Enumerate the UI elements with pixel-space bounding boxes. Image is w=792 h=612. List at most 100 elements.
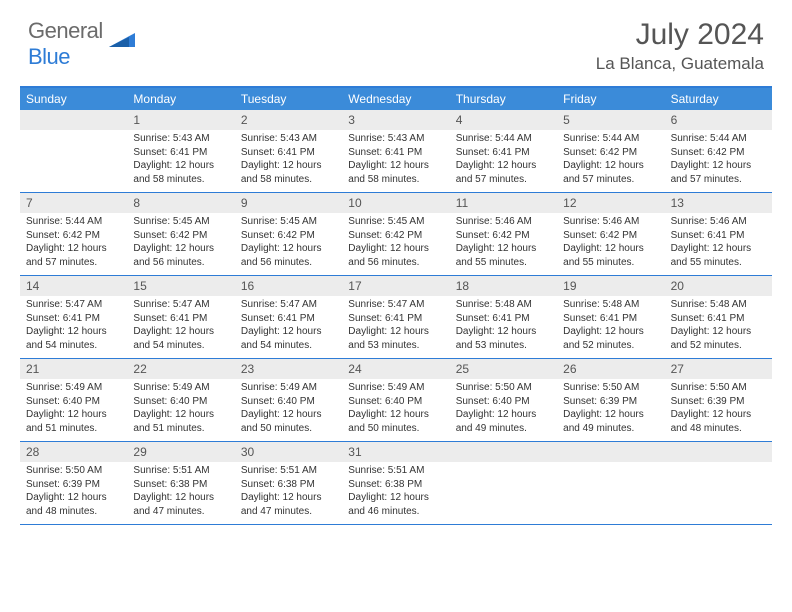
day-cell: 2Sunrise: 5:43 AMSunset: 6:41 PMDaylight… [235, 110, 342, 192]
day-line: Daylight: 12 hours [133, 408, 230, 422]
day-line: Sunrise: 5:47 AM [241, 298, 338, 312]
day-line: Sunrise: 5:48 AM [671, 298, 768, 312]
day-line: Daylight: 12 hours [133, 159, 230, 173]
day-line: and 49 minutes. [563, 422, 660, 436]
day-number: 14 [20, 276, 127, 296]
day-number: . [665, 442, 772, 462]
day-body: Sunrise: 5:51 AMSunset: 6:38 PMDaylight:… [235, 462, 342, 522]
day-line: Sunrise: 5:51 AM [133, 464, 230, 478]
day-line: Daylight: 12 hours [26, 242, 123, 256]
day-number: 24 [342, 359, 449, 379]
day-body: Sunrise: 5:44 AMSunset: 6:42 PMDaylight:… [20, 213, 127, 273]
day-line: Daylight: 12 hours [671, 159, 768, 173]
day-line: and 52 minutes. [563, 339, 660, 353]
day-line: Daylight: 12 hours [456, 408, 553, 422]
day-line: Daylight: 12 hours [133, 325, 230, 339]
day-line: Sunset: 6:40 PM [26, 395, 123, 409]
day-line: Daylight: 12 hours [348, 408, 445, 422]
day-line: Sunrise: 5:49 AM [241, 381, 338, 395]
day-number: 23 [235, 359, 342, 379]
day-body: Sunrise: 5:45 AMSunset: 6:42 PMDaylight:… [235, 213, 342, 273]
day-body: Sunrise: 5:50 AMSunset: 6:40 PMDaylight:… [450, 379, 557, 439]
day-line: and 56 minutes. [241, 256, 338, 270]
day-line: and 54 minutes. [26, 339, 123, 353]
weeks-container: . 1Sunrise: 5:43 AMSunset: 6:41 PMDayligh… [20, 110, 772, 525]
day-body: Sunrise: 5:51 AMSunset: 6:38 PMDaylight:… [342, 462, 449, 522]
day-line: Sunrise: 5:44 AM [671, 132, 768, 146]
day-cell: 21Sunrise: 5:49 AMSunset: 6:40 PMDayligh… [20, 359, 127, 441]
day-line: Sunset: 6:42 PM [563, 229, 660, 243]
day-line: Sunrise: 5:47 AM [133, 298, 230, 312]
day-line: Daylight: 12 hours [133, 491, 230, 505]
day-line: and 53 minutes. [456, 339, 553, 353]
logo: General Blue [28, 18, 135, 70]
day-line: Sunrise: 5:50 AM [456, 381, 553, 395]
day-cell: 3Sunrise: 5:43 AMSunset: 6:41 PMDaylight… [342, 110, 449, 192]
day-line: and 48 minutes. [671, 422, 768, 436]
day-number: 17 [342, 276, 449, 296]
day-body: Sunrise: 5:44 AMSunset: 6:41 PMDaylight:… [450, 130, 557, 190]
day-line: and 57 minutes. [671, 173, 768, 187]
day-line: Sunrise: 5:47 AM [348, 298, 445, 312]
day-body: Sunrise: 5:49 AMSunset: 6:40 PMDaylight:… [235, 379, 342, 439]
day-line: Sunrise: 5:43 AM [133, 132, 230, 146]
day-line: Sunset: 6:41 PM [26, 312, 123, 326]
day-line: Daylight: 12 hours [241, 325, 338, 339]
day-line: and 58 minutes. [241, 173, 338, 187]
day-body: Sunrise: 5:47 AMSunset: 6:41 PMDaylight:… [342, 296, 449, 356]
day-body: Sunrise: 5:44 AMSunset: 6:42 PMDaylight:… [665, 130, 772, 190]
day-line: Sunrise: 5:50 AM [671, 381, 768, 395]
day-header-row: SundayMondayTuesdayWednesdayThursdayFrid… [20, 88, 772, 110]
day-body [557, 462, 664, 468]
day-cell: 14Sunrise: 5:47 AMSunset: 6:41 PMDayligh… [20, 276, 127, 358]
day-line: Sunrise: 5:47 AM [26, 298, 123, 312]
day-line: Daylight: 12 hours [348, 242, 445, 256]
day-header-cell: Friday [557, 88, 664, 110]
day-number: 26 [557, 359, 664, 379]
day-line: Sunset: 6:39 PM [563, 395, 660, 409]
day-line: Daylight: 12 hours [241, 408, 338, 422]
day-cell: 8Sunrise: 5:45 AMSunset: 6:42 PMDaylight… [127, 193, 234, 275]
day-line: Daylight: 12 hours [348, 491, 445, 505]
day-line: Sunrise: 5:44 AM [26, 215, 123, 229]
day-line: Sunset: 6:41 PM [133, 146, 230, 160]
day-body: Sunrise: 5:50 AMSunset: 6:39 PMDaylight:… [20, 462, 127, 522]
day-cell: 24Sunrise: 5:49 AMSunset: 6:40 PMDayligh… [342, 359, 449, 441]
day-body: Sunrise: 5:49 AMSunset: 6:40 PMDaylight:… [342, 379, 449, 439]
day-line: and 55 minutes. [671, 256, 768, 270]
day-line: Daylight: 12 hours [241, 159, 338, 173]
day-body: Sunrise: 5:47 AMSunset: 6:41 PMDaylight:… [20, 296, 127, 356]
day-cell: 26Sunrise: 5:50 AMSunset: 6:39 PMDayligh… [557, 359, 664, 441]
day-line: and 50 minutes. [241, 422, 338, 436]
day-cell: 16Sunrise: 5:47 AMSunset: 6:41 PMDayligh… [235, 276, 342, 358]
day-number: 25 [450, 359, 557, 379]
week-row: 28Sunrise: 5:50 AMSunset: 6:39 PMDayligh… [20, 442, 772, 525]
day-body: Sunrise: 5:50 AMSunset: 6:39 PMDaylight:… [665, 379, 772, 439]
day-body: Sunrise: 5:49 AMSunset: 6:40 PMDaylight:… [20, 379, 127, 439]
day-line: and 47 minutes. [241, 505, 338, 519]
day-line: and 46 minutes. [348, 505, 445, 519]
day-line: and 57 minutes. [26, 256, 123, 270]
day-line: Sunrise: 5:50 AM [563, 381, 660, 395]
day-line: Daylight: 12 hours [241, 491, 338, 505]
day-line: and 54 minutes. [133, 339, 230, 353]
day-body [450, 462, 557, 468]
day-body: Sunrise: 5:43 AMSunset: 6:41 PMDaylight:… [235, 130, 342, 190]
day-cell: 28Sunrise: 5:50 AMSunset: 6:39 PMDayligh… [20, 442, 127, 524]
day-number: 18 [450, 276, 557, 296]
week-row: 21Sunrise: 5:49 AMSunset: 6:40 PMDayligh… [20, 359, 772, 442]
day-line: Sunset: 6:40 PM [456, 395, 553, 409]
day-number: 22 [127, 359, 234, 379]
day-body: Sunrise: 5:43 AMSunset: 6:41 PMDaylight:… [342, 130, 449, 190]
day-number: 4 [450, 110, 557, 130]
day-line: Daylight: 12 hours [133, 242, 230, 256]
day-line: Sunrise: 5:45 AM [133, 215, 230, 229]
day-line: Sunset: 6:41 PM [671, 229, 768, 243]
day-body: Sunrise: 5:45 AMSunset: 6:42 PMDaylight:… [342, 213, 449, 273]
day-line: Sunset: 6:41 PM [241, 146, 338, 160]
day-line: Sunrise: 5:45 AM [348, 215, 445, 229]
day-body: Sunrise: 5:48 AMSunset: 6:41 PMDaylight:… [557, 296, 664, 356]
day-body: Sunrise: 5:47 AMSunset: 6:41 PMDaylight:… [127, 296, 234, 356]
day-body: Sunrise: 5:44 AMSunset: 6:42 PMDaylight:… [557, 130, 664, 190]
day-cell: 1Sunrise: 5:43 AMSunset: 6:41 PMDaylight… [127, 110, 234, 192]
